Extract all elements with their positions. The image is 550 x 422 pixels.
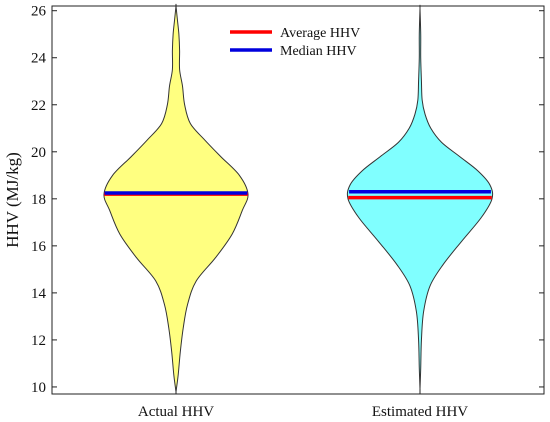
x-tick-label: Actual HHV [138,404,214,420]
y-tick-label: 24 [31,51,47,67]
y-tick-label: 12 [31,333,46,349]
y-axis-ticks: 10 12 14 16 18 20 22 24 26 [31,4,544,396]
y-tick-label: 10 [31,380,46,396]
x-tick-label: Estimated HHV [372,404,468,420]
y-tick-label: 16 [31,239,47,255]
y-tick-label: 14 [31,286,47,302]
violin-actual-hhv [103,3,249,392]
plot-frame [51,5,545,395]
y-tick-label: 18 [31,192,46,208]
x-axis-ticks: Actual HHV Estimated HHV [138,389,468,420]
legend: Average HHV Median HHV [230,26,360,59]
stat-lines-layer [104,190,492,200]
legend-label: Average HHV [280,26,360,41]
y-tick-label: 22 [31,98,46,114]
y-tick-label: 26 [31,4,47,20]
y-tick-label: 20 [31,145,46,161]
y-axis-title: HHV (MJ/kg) [3,152,22,248]
legend-label: Median HHV [280,44,357,59]
